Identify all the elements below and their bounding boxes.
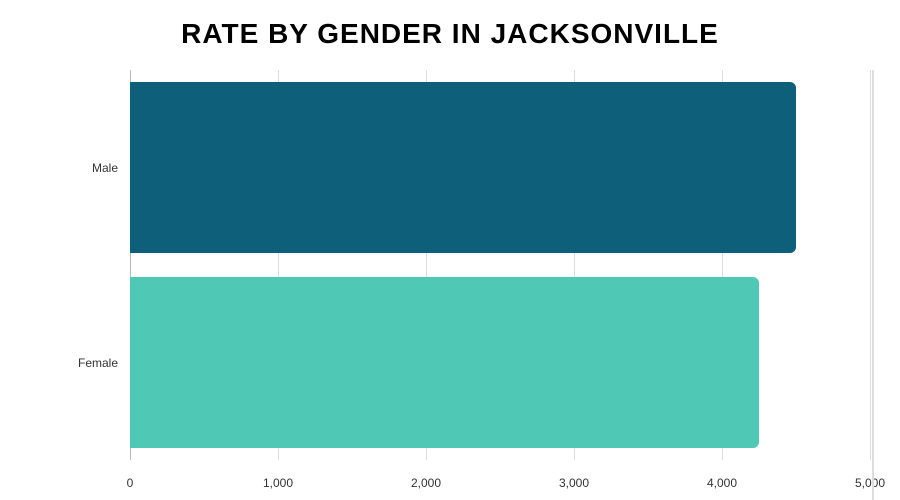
x-tick-label: 0 xyxy=(127,476,134,490)
x-tick-label: 5,000 xyxy=(855,476,885,490)
plot-right-border xyxy=(872,70,874,500)
x-tick-label: 2,000 xyxy=(411,476,441,490)
plot-area: MaleFemale xyxy=(130,70,870,460)
bar-male xyxy=(130,82,796,254)
y-tick-label: Female xyxy=(78,356,118,370)
x-axis-labels: 01,0002,0003,0004,0005,000 xyxy=(130,470,870,500)
x-tick-label: 3,000 xyxy=(559,476,589,490)
bar-female xyxy=(130,277,759,449)
chart-area: MaleFemale 01,0002,0003,0004,0005,000 xyxy=(0,70,900,500)
x-tick-label: 4,000 xyxy=(707,476,737,490)
x-tick-label: 1,000 xyxy=(263,476,293,490)
chart-title: Rate by gender in Jacksonville xyxy=(0,0,900,60)
grid-line xyxy=(870,70,871,460)
y-tick-label: Male xyxy=(92,161,118,175)
